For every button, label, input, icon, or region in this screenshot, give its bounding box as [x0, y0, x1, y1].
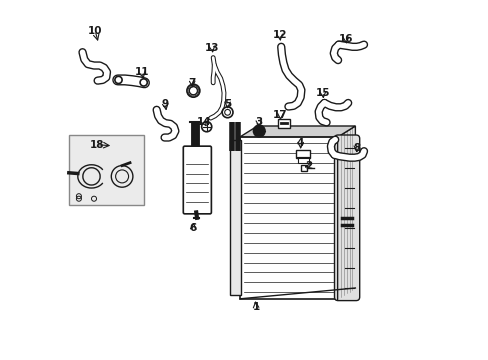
Bar [230, 140, 241, 295]
Text: 18: 18 [89, 140, 104, 150]
Text: 3: 3 [255, 117, 262, 127]
FancyBboxPatch shape [183, 146, 211, 214]
Bar [296, 150, 309, 158]
Text: 10: 10 [88, 26, 102, 36]
Polygon shape [240, 126, 355, 137]
Text: 1: 1 [252, 302, 259, 312]
Text: 16: 16 [338, 33, 352, 44]
Bar [69, 135, 144, 205]
Text: 4: 4 [296, 138, 304, 148]
Text: 15: 15 [315, 88, 329, 98]
Text: 14: 14 [197, 117, 211, 127]
Polygon shape [337, 126, 355, 299]
Bar [297, 157, 308, 163]
Text: 5: 5 [224, 99, 231, 109]
Text: 2: 2 [305, 161, 311, 171]
Text: 17: 17 [273, 110, 287, 120]
Text: 13: 13 [204, 42, 219, 53]
Text: 7: 7 [188, 78, 196, 88]
Bar [300, 165, 306, 171]
Bar [277, 119, 289, 128]
Text: 12: 12 [272, 30, 286, 40]
Text: 9: 9 [162, 99, 168, 109]
Polygon shape [240, 137, 337, 299]
FancyBboxPatch shape [334, 135, 359, 301]
Text: 8: 8 [352, 143, 360, 153]
Text: 6: 6 [189, 222, 197, 233]
Circle shape [253, 125, 264, 137]
Text: 11: 11 [134, 67, 149, 77]
